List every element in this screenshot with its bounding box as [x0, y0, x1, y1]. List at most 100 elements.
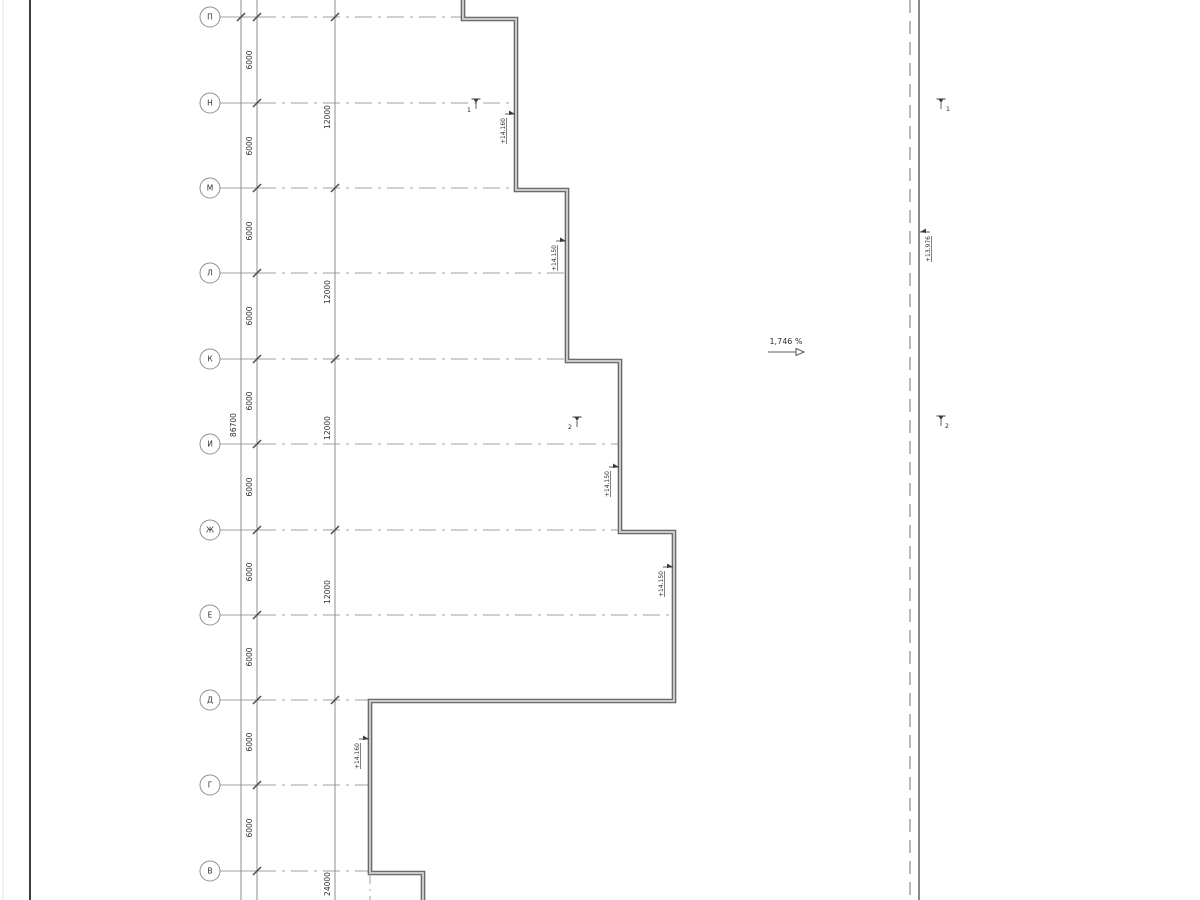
grid-bubble — [199, 433, 221, 455]
grid-row-Л: Л — [199, 262, 565, 284]
dimension-label: 6000 — [245, 818, 254, 837]
grid-axis-label: М — [207, 184, 213, 193]
dimension-label: 6000 — [245, 562, 254, 581]
dimension-line-bays-6000: 6000 6000 6000 6000 6000 6000 6000 6000 6000 6000 — [245, 0, 262, 900]
spot-marker-wedge-icon — [938, 416, 944, 420]
elevation-marker: +14.150 — [658, 563, 673, 597]
dimension-label: 12000 — [323, 105, 332, 129]
grid-axis-label: П — [207, 13, 213, 22]
grid-bubble — [199, 6, 221, 28]
grid-axis-label: В — [207, 867, 212, 876]
dimension-tick — [330, 695, 340, 705]
elevation-value: +14.150 — [604, 471, 611, 497]
elevation-value: +14.160 — [354, 743, 361, 769]
grid-row-К: К — [199, 348, 565, 370]
dimension-label: 6000 — [245, 221, 254, 240]
spot-marker: 1 — [467, 98, 481, 114]
grid-bubble — [199, 689, 221, 711]
spot-marker: 2 — [936, 415, 949, 430]
grid-axis-label: Г — [208, 781, 213, 790]
grid-bubble — [199, 860, 221, 882]
dimension-label: 6000 — [245, 391, 254, 410]
grid-axis-label: Н — [207, 99, 213, 108]
grid-row-Н: Н — [199, 92, 514, 114]
dimension-label: 6000 — [245, 136, 254, 155]
dimension-label: 6000 — [245, 647, 254, 666]
spot-marker-wedge-icon — [473, 99, 479, 103]
dimension-label: 6000 — [245, 306, 254, 325]
dimension-tick — [252, 610, 262, 620]
spot-marker-number: 2 — [945, 422, 949, 430]
dimension-tick — [252, 354, 262, 364]
building-outline-inner — [368, 0, 676, 900]
dimension-tick — [330, 354, 340, 364]
dimension-tick — [252, 439, 262, 449]
grid-bubble — [199, 774, 221, 796]
dimension-label: 6000 — [245, 477, 254, 496]
elevation-marker: +14.160 — [354, 735, 369, 769]
grid-bubble — [199, 92, 221, 114]
dimension-tick — [252, 12, 262, 22]
dimension-line-bays-12000: 12000 12000 12000 12000 24000 — [323, 0, 340, 900]
grid-row-Ж: Ж — [199, 519, 618, 541]
dimension-tick — [252, 780, 262, 790]
dimension-tick — [330, 12, 340, 22]
dimension-line-overall-86700: 86700 — [229, 0, 246, 900]
slope-value: 1,746 % — [769, 337, 802, 346]
dimension-label: 12000 — [323, 580, 332, 604]
dimension-label: 12000 — [323, 416, 332, 440]
grid-axis-label: И — [207, 440, 213, 449]
grid-bubble — [199, 604, 221, 626]
building-outline — [367, 0, 677, 900]
elevation-value: +13.976 — [925, 236, 932, 262]
elevation-marker: +14.150 — [551, 237, 566, 271]
grid-row-Е: Е — [199, 604, 672, 626]
dimension-tick — [330, 525, 340, 535]
grid-row-Г: Г — [199, 774, 368, 796]
grid-bubble — [199, 177, 221, 199]
elevation-value: +14.150 — [658, 571, 665, 597]
dimension-tick — [330, 183, 340, 193]
dimension-tick — [252, 98, 262, 108]
grid-axis-label: Л — [207, 269, 213, 278]
grid-bubble — [199, 519, 221, 541]
grid-row-П: П — [199, 6, 463, 28]
dimension-label: 86700 — [229, 413, 238, 437]
slope-annotation: 1,746 % — [768, 337, 806, 357]
spot-marker-wedge-icon — [574, 417, 580, 421]
elevation-marker: +14.160 — [500, 110, 515, 144]
spot-marker-number: 1 — [946, 105, 950, 113]
dimension-label: 6000 — [245, 732, 254, 751]
grid-bubble — [199, 348, 221, 370]
dimension-tick — [252, 525, 262, 535]
grid-axis-label: К — [207, 355, 213, 364]
spot-marker-number: 1 — [467, 106, 471, 114]
spot-marker: 2 — [568, 416, 582, 431]
spot-marker: 1 — [936, 98, 950, 113]
grid-row-М: М — [199, 177, 514, 199]
dimension-label: 12000 — [323, 280, 332, 304]
grid-row-Д: Д — [199, 689, 368, 711]
dimension-tick — [252, 695, 262, 705]
spot-marker-number: 2 — [568, 423, 572, 431]
dimension-tick — [236, 12, 246, 22]
dimension-label: 6000 — [245, 50, 254, 69]
elevation-value: +14.160 — [500, 118, 507, 144]
dimension-tick — [252, 866, 262, 876]
grid-axis-label: Ж — [206, 526, 214, 535]
slope-arrowhead-icon — [795, 347, 806, 357]
grid-axis-label: Е — [208, 611, 213, 620]
dimension-tick — [252, 183, 262, 193]
elevation-value: +14.150 — [551, 245, 558, 271]
grid-row-И: И — [199, 433, 618, 455]
dimension-label: 24000 — [323, 872, 332, 896]
grid-bubble — [199, 262, 221, 284]
grid-axis-label: Д — [207, 696, 213, 705]
elevation-marker: +14.150 — [604, 463, 619, 497]
grid-row-В: В — [199, 860, 368, 882]
dimension-tick — [252, 268, 262, 278]
building-outline-outer — [367, 0, 677, 900]
spot-marker-wedge-icon — [938, 99, 944, 103]
